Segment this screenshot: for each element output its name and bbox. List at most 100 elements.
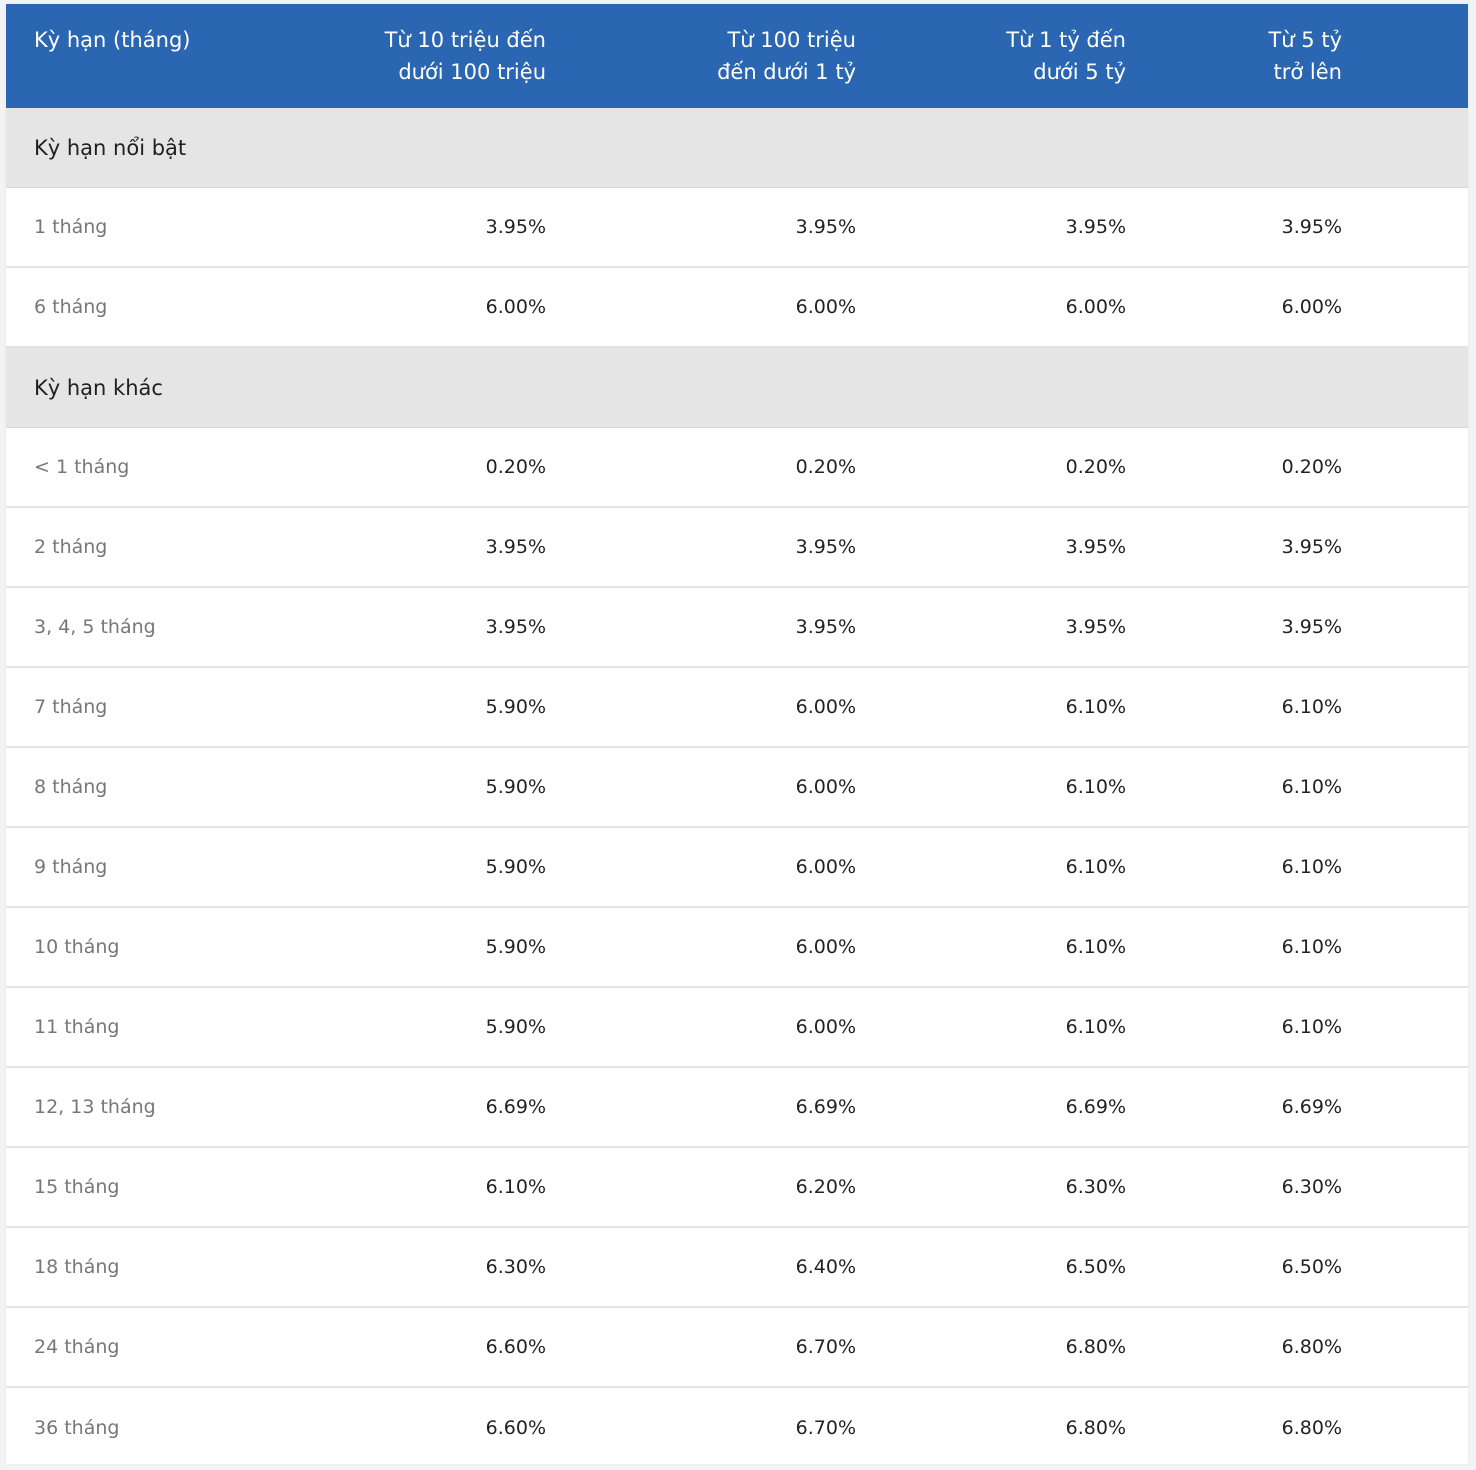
- rate-cell: 6.00%: [485, 296, 546, 318]
- table-header: Kỳ hạn (tháng) Từ 10 triệu đến dưới 100 t…: [6, 4, 1468, 108]
- rate-cell: 6.10%: [1065, 856, 1126, 878]
- rate-cell: 0.20%: [1065, 456, 1126, 478]
- rate-cell: 5.90%: [485, 696, 546, 718]
- table-body: Kỳ hạn nổi bật 1 tháng 3.95% 3.95% 3.95% 3.95…: [6, 108, 1468, 1468]
- term-cell: 6 tháng: [34, 296, 108, 318]
- rate-cell: 6.80%: [1281, 1336, 1342, 1358]
- term-cell: 3, 4, 5 tháng: [34, 616, 156, 638]
- rate-cell: 5.90%: [485, 776, 546, 798]
- rate-cell: 6.50%: [1281, 1256, 1342, 1278]
- table-row: 24 tháng 6.60% 6.70% 6.80% 6.80%: [6, 1308, 1468, 1388]
- rate-cell: 6.10%: [485, 1176, 546, 1198]
- table-row: 18 tháng 6.30% 6.40% 6.50% 6.50%: [6, 1228, 1468, 1308]
- rate-cell: 3.95%: [485, 216, 546, 238]
- rate-cell: 6.50%: [1065, 1256, 1126, 1278]
- rate-cell: 3.95%: [485, 536, 546, 558]
- rate-cell: 3.95%: [795, 216, 856, 238]
- term-cell: 2 tháng: [34, 536, 108, 558]
- rate-cell: 6.00%: [795, 296, 856, 318]
- rate-cell: 6.69%: [485, 1096, 546, 1118]
- rate-cell: 6.69%: [1065, 1096, 1126, 1118]
- term-cell: 8 tháng: [34, 776, 108, 798]
- section-header: Kỳ hạn khác: [6, 348, 1468, 428]
- term-cell: 18 tháng: [34, 1256, 120, 1278]
- header-term: Kỳ hạn (tháng): [34, 28, 191, 52]
- rate-cell: 3.95%: [1065, 616, 1126, 638]
- rate-cell: 6.00%: [795, 1016, 856, 1038]
- rate-cell: 6.00%: [795, 856, 856, 878]
- rate-cell: 3.95%: [1281, 616, 1342, 638]
- rate-cell: 5.90%: [485, 1016, 546, 1038]
- rate-cell: 6.00%: [1065, 296, 1126, 318]
- rate-cell: 0.20%: [1281, 456, 1342, 478]
- term-cell: 7 tháng: [34, 696, 108, 718]
- term-cell: 15 tháng: [34, 1176, 120, 1198]
- interest-rate-table: Kỳ hạn (tháng) Từ 10 triệu đến dưới 100 t…: [6, 4, 1468, 1464]
- table-row: 3, 4, 5 tháng 3.95% 3.95% 3.95% 3.95%: [6, 588, 1468, 668]
- rate-cell: 5.90%: [485, 936, 546, 958]
- rate-cell: 0.20%: [485, 456, 546, 478]
- rate-cell: 6.10%: [1065, 1016, 1126, 1038]
- section-header: Kỳ hạn nổi bật: [6, 108, 1468, 188]
- rate-cell: 3.95%: [795, 616, 856, 638]
- table-row: 9 tháng 5.90% 6.00% 6.10% 6.10%: [6, 828, 1468, 908]
- rate-cell: 6.70%: [795, 1336, 856, 1358]
- rate-cell: 6.00%: [795, 696, 856, 718]
- rate-cell: 6.00%: [1281, 296, 1342, 318]
- table-row: 7 tháng 5.90% 6.00% 6.10% 6.10%: [6, 668, 1468, 748]
- rate-cell: 6.60%: [485, 1336, 546, 1358]
- header-tier-1: Từ 10 triệu đến dưới 100 triệu: [384, 28, 546, 84]
- term-cell: 24 tháng: [34, 1336, 120, 1358]
- rate-cell: 6.30%: [485, 1256, 546, 1278]
- rate-cell: 6.00%: [795, 776, 856, 798]
- table-row: 36 tháng 6.60% 6.70% 6.80% 6.80%: [6, 1388, 1468, 1468]
- rate-cell: 3.95%: [1065, 216, 1126, 238]
- rate-cell: 6.10%: [1065, 696, 1126, 718]
- rate-cell: 6.30%: [1281, 1176, 1342, 1198]
- table-row: 6 tháng 6.00% 6.00% 6.00% 6.00%: [6, 268, 1468, 348]
- rate-cell: 6.10%: [1281, 1016, 1342, 1038]
- rate-cell: 6.10%: [1281, 776, 1342, 798]
- header-tier-4: Từ 5 tỷ trở lên: [1268, 28, 1342, 84]
- table-row: 10 tháng 5.90% 6.00% 6.10% 6.10%: [6, 908, 1468, 988]
- rate-cell: 6.70%: [795, 1417, 856, 1439]
- term-cell: < 1 tháng: [34, 456, 130, 478]
- table-row: 11 tháng 5.90% 6.00% 6.10% 6.10%: [6, 988, 1468, 1068]
- table-row: 8 tháng 5.90% 6.00% 6.10% 6.10%: [6, 748, 1468, 828]
- rate-cell: 6.80%: [1065, 1336, 1126, 1358]
- rate-cell: 6.10%: [1281, 696, 1342, 718]
- rate-cell: 3.95%: [1065, 536, 1126, 558]
- rate-cell: 5.90%: [485, 856, 546, 878]
- rate-cell: 6.80%: [1281, 1417, 1342, 1439]
- rate-cell: 0.20%: [795, 456, 856, 478]
- table-row: 2 tháng 3.95% 3.95% 3.95% 3.95%: [6, 508, 1468, 588]
- table-row: 12, 13 tháng 6.69% 6.69% 6.69% 6.69%: [6, 1068, 1468, 1148]
- rate-cell: 6.30%: [1065, 1176, 1126, 1198]
- term-cell: 9 tháng: [34, 856, 108, 878]
- rate-cell: 6.69%: [795, 1096, 856, 1118]
- rate-cell: 3.95%: [795, 536, 856, 558]
- term-cell: 11 tháng: [34, 1016, 120, 1038]
- rate-cell: 6.20%: [795, 1176, 856, 1198]
- header-tier-3: Từ 1 tỷ đến dưới 5 tỷ: [1006, 28, 1126, 84]
- term-cell: 36 tháng: [34, 1417, 120, 1439]
- table-row: 15 tháng 6.10% 6.20% 6.30% 6.30%: [6, 1148, 1468, 1228]
- rate-cell: 6.10%: [1065, 776, 1126, 798]
- rate-cell: 6.80%: [1065, 1417, 1126, 1439]
- rate-cell: 6.10%: [1281, 856, 1342, 878]
- rate-cell: 6.10%: [1281, 936, 1342, 958]
- rate-cell: 3.95%: [1281, 536, 1342, 558]
- rate-cell: 6.10%: [1065, 936, 1126, 958]
- term-cell: 1 tháng: [34, 216, 108, 238]
- table-row: < 1 tháng 0.20% 0.20% 0.20% 0.20%: [6, 428, 1468, 508]
- header-spacer: [1342, 4, 1468, 108]
- rate-cell: 6.40%: [795, 1256, 856, 1278]
- header-tier-2: Từ 100 triệu đến dưới 1 tỷ: [717, 28, 856, 84]
- rate-cell: 3.95%: [485, 616, 546, 638]
- table-row: 1 tháng 3.95% 3.95% 3.95% 3.95%: [6, 188, 1468, 268]
- rate-cell: 6.60%: [485, 1417, 546, 1439]
- term-cell: 10 tháng: [34, 936, 120, 958]
- term-cell: 12, 13 tháng: [34, 1096, 156, 1118]
- rate-cell: 6.69%: [1281, 1096, 1342, 1118]
- rate-cell: 6.00%: [795, 936, 856, 958]
